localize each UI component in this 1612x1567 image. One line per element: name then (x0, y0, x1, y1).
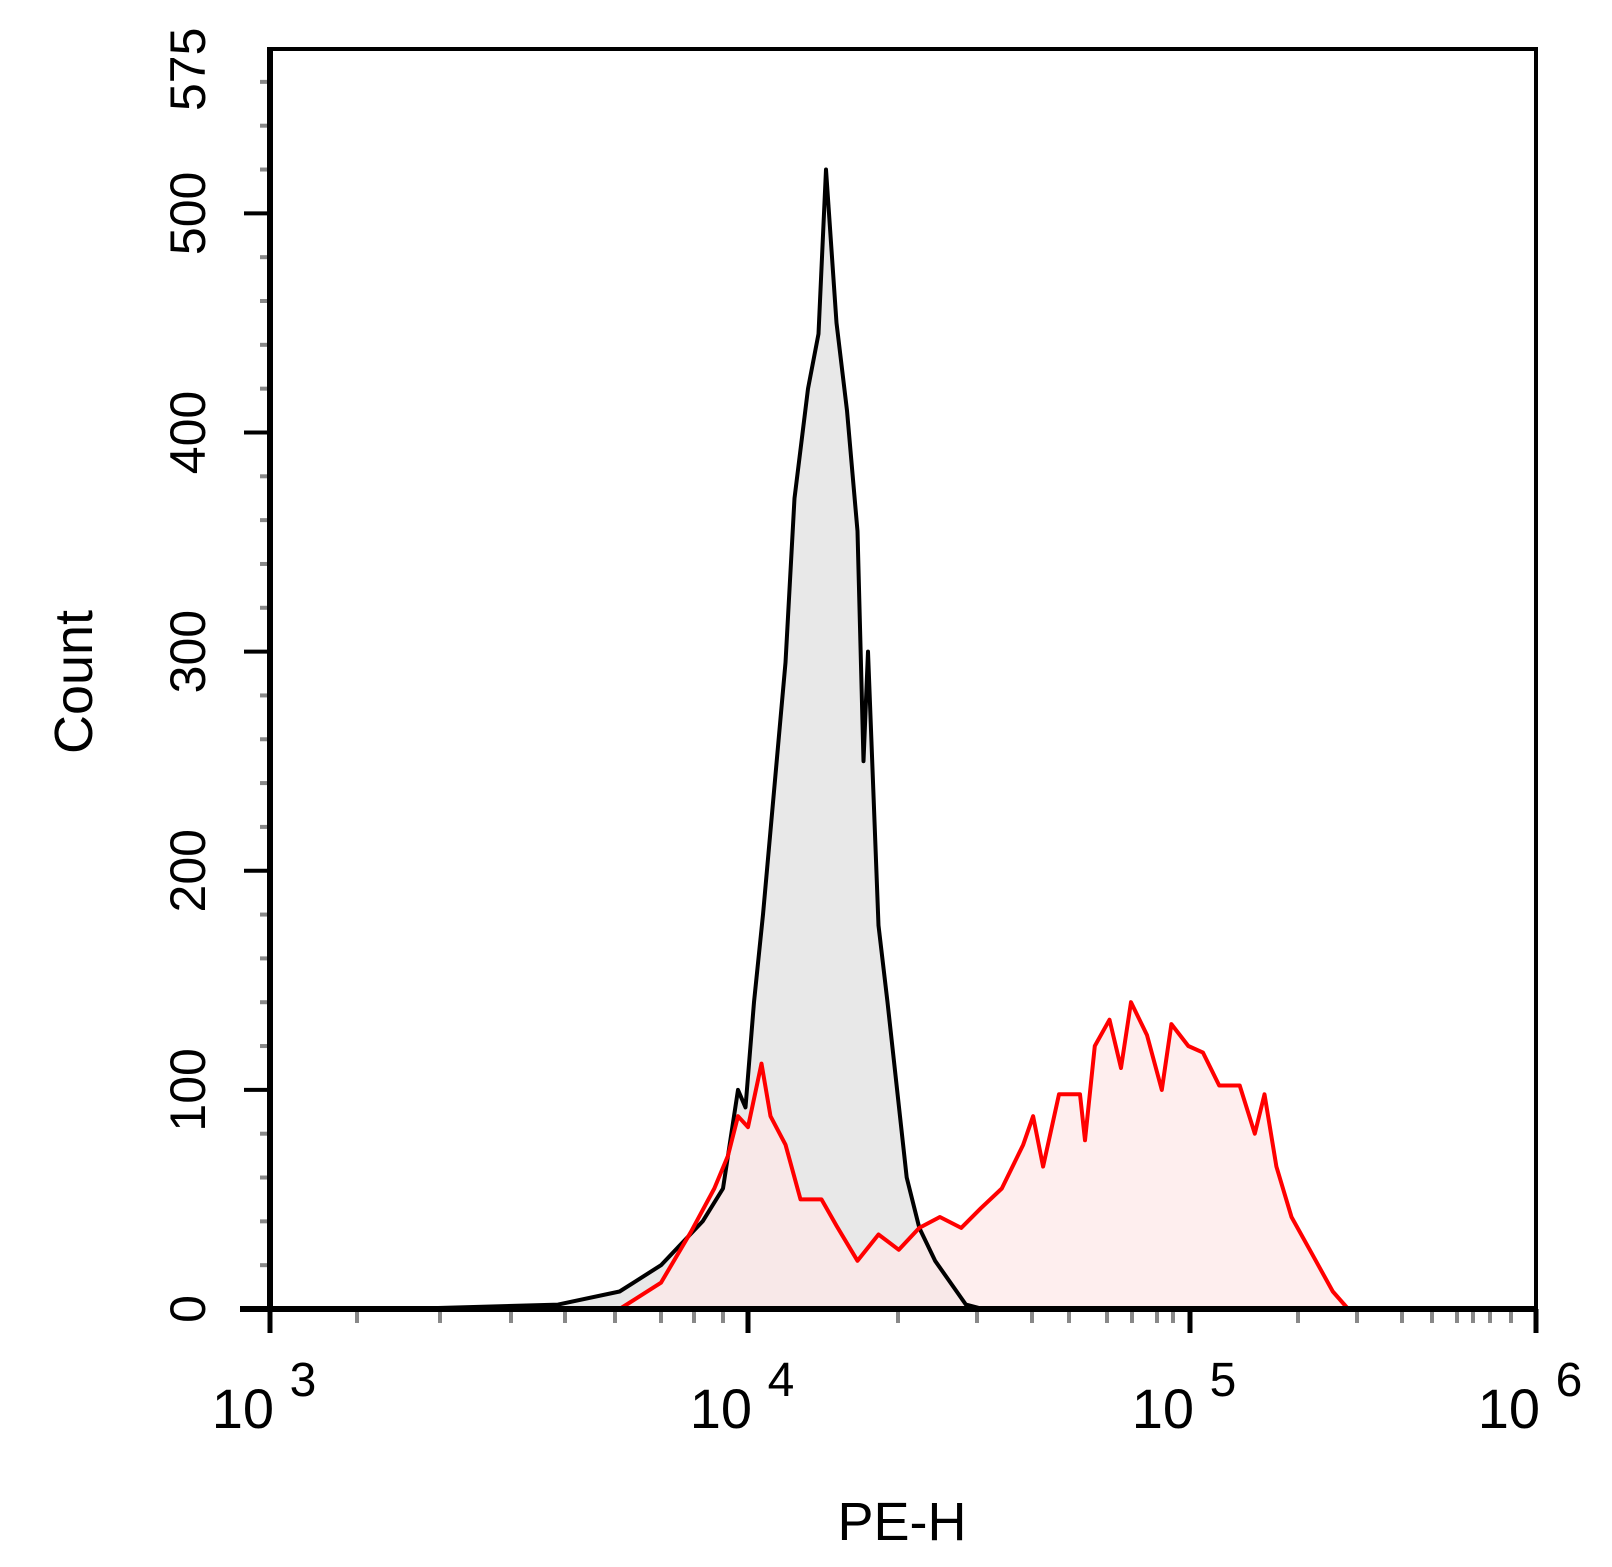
x-tick-label: 10 3 (212, 1354, 317, 1440)
y-tick-label: 575 (160, 28, 216, 111)
x-tick-label: 10 4 (690, 1354, 795, 1440)
x-tick-label: 10 6 (1478, 1354, 1583, 1440)
y-tick-label: 400 (160, 391, 216, 474)
x-tick-base: 10 (690, 1377, 768, 1440)
x-tick-exponent: 4 (768, 1354, 795, 1407)
x-tick-exponent: 6 (1556, 1354, 1583, 1407)
y-tick-label: 100 (160, 1048, 216, 1131)
series-1-line (618, 1000, 1426, 1311)
y-tick-label: 0 (160, 1295, 216, 1323)
series-0-fill (402, 169, 984, 1309)
y-tick-label: 200 (160, 829, 216, 912)
y-tick-label: 300 (160, 610, 216, 693)
series-fills (402, 169, 1426, 1309)
x-tick-exponent: 3 (290, 1354, 317, 1407)
axes (240, 47, 1538, 1312)
series-0-line (402, 167, 984, 1311)
x-axis-label: PE-H (837, 1492, 966, 1552)
series-lines (402, 167, 1426, 1311)
x-tick-label: 10 5 (1132, 1354, 1237, 1440)
x-tick-base: 10 (212, 1377, 290, 1440)
plot-frame (268, 47, 1538, 1311)
y-axis-label: Count (44, 610, 104, 754)
y-tick-label: 500 (160, 172, 216, 255)
x-tick-exponent: 5 (1210, 1354, 1237, 1407)
x-tick-base: 10 (1132, 1377, 1210, 1440)
series-1-fill (619, 1002, 1426, 1309)
x-tick-base: 10 (1478, 1377, 1556, 1440)
